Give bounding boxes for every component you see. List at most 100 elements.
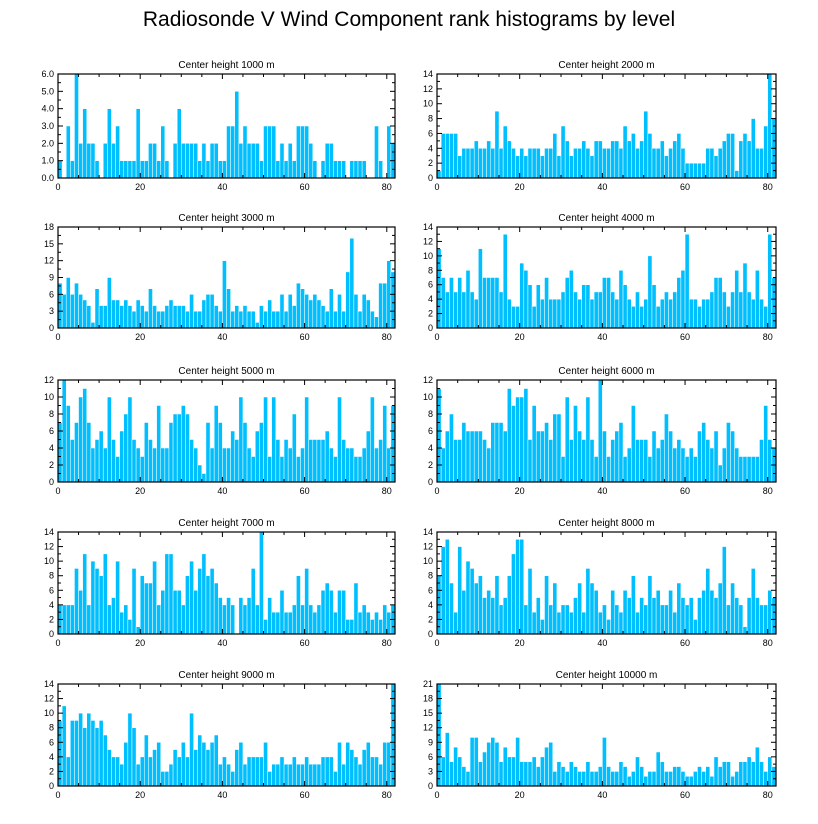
y-tick-label: 12	[44, 256, 54, 266]
histogram-bar	[722, 447, 727, 483]
histogram-bar	[639, 306, 644, 329]
y-tick-label: 10	[44, 556, 54, 566]
histogram-bar	[581, 771, 587, 787]
histogram-bar	[345, 447, 351, 483]
histogram-bar	[255, 143, 260, 179]
histogram-bar	[449, 582, 454, 635]
histogram-bar	[333, 456, 338, 483]
histogram-bar	[246, 756, 252, 787]
histogram-bar	[502, 746, 508, 787]
histogram-bar	[164, 305, 170, 329]
histogram-bar	[267, 597, 272, 635]
x-tick-label: 0	[55, 790, 60, 800]
histogram-bar	[271, 396, 277, 483]
histogram-bar	[218, 597, 223, 635]
x-tick-label: 0	[434, 332, 439, 342]
y-tick-label: 0	[428, 629, 433, 639]
histogram-bar	[70, 720, 75, 787]
histogram-bar	[502, 125, 508, 179]
histogram-bar	[684, 162, 690, 179]
histogram-bar	[589, 439, 595, 483]
histogram-bar	[70, 604, 75, 635]
histogram-bar	[65, 604, 71, 635]
histogram-panel: 0 20 40 60 80 0 3 6 9 12 15 18 21 Center height 10000…	[423, 670, 777, 800]
histogram-bar	[374, 125, 379, 179]
histogram-bar	[230, 771, 235, 787]
histogram-bar	[560, 604, 566, 635]
histogram-bar	[144, 422, 149, 483]
histogram-bar	[767, 439, 773, 483]
histogram-bar	[226, 763, 231, 787]
y-tick-label: 2	[49, 766, 54, 776]
x-tick-label: 80	[763, 332, 773, 342]
histogram-bar	[622, 766, 628, 787]
histogram-bar	[70, 160, 75, 179]
histogram-bar	[111, 299, 116, 329]
histogram-bar	[102, 143, 108, 179]
histogram-panel: 0 20 40 60 80 0.0 1.0 2.0 3.0 4.0 5.0 6.0 Center hei…	[41, 60, 396, 192]
histogram-bar	[275, 310, 281, 329]
histogram-bar	[527, 148, 533, 179]
x-tick-label: 0	[55, 486, 60, 496]
histogram-bar	[107, 396, 112, 483]
histogram-bar	[234, 305, 240, 329]
histogram-bar	[672, 291, 678, 329]
histogram-bar	[296, 575, 301, 635]
histogram-bar	[226, 288, 231, 329]
histogram-bar	[189, 294, 194, 329]
histogram-bar	[531, 405, 537, 483]
x-tick-label: 0	[434, 182, 439, 192]
histogram-bar	[643, 439, 649, 483]
x-tick-label: 80	[382, 790, 392, 800]
histogram-bar	[672, 140, 678, 179]
histogram-bar	[465, 148, 471, 179]
histogram-bar	[259, 305, 264, 329]
histogram-bar	[655, 590, 661, 635]
histogram-bar	[102, 734, 108, 787]
histogram-bar	[618, 611, 624, 635]
histogram-bar	[107, 108, 112, 179]
histogram-bar	[478, 575, 483, 635]
histogram-bar	[230, 125, 235, 179]
histogram-bar	[742, 133, 748, 179]
histogram-bar	[461, 766, 467, 787]
histogram-bar	[684, 604, 690, 635]
histogram-bar	[242, 422, 248, 483]
histogram-bar	[308, 604, 314, 635]
histogram-bar	[730, 430, 735, 483]
histogram-bar	[357, 456, 363, 483]
histogram-bar	[655, 447, 661, 483]
histogram-bar	[540, 619, 545, 635]
histogram-bar	[308, 299, 314, 329]
histogram-bar	[473, 737, 479, 787]
histogram-bar	[156, 405, 161, 483]
histogram-bar	[357, 160, 363, 179]
histogram-bar	[635, 756, 640, 787]
histogram-bar	[246, 143, 252, 179]
histogram-bar	[610, 291, 616, 329]
histogram-bar	[482, 277, 487, 329]
histogram-bar	[185, 143, 190, 179]
histogram-bar	[287, 294, 293, 329]
histogram-bar	[742, 456, 748, 483]
histogram-bar	[70, 294, 75, 329]
histogram-bar	[213, 405, 219, 483]
histogram-bar	[746, 140, 752, 179]
histogram-bar	[726, 306, 731, 329]
panel-title: Center height 3000 m	[178, 213, 274, 224]
panel-title: Center height 1000 m	[178, 60, 274, 71]
histogram-bar	[540, 756, 545, 787]
histogram-bar	[119, 160, 125, 179]
histogram-bar	[386, 742, 392, 787]
histogram-bar	[494, 277, 500, 329]
histogram-bar	[378, 160, 383, 179]
x-tick-label: 40	[597, 790, 607, 800]
histogram-bar	[664, 604, 669, 635]
histogram-bar	[205, 749, 211, 787]
histogram-bar	[230, 310, 235, 329]
histogram-bar	[573, 291, 578, 329]
histogram-bar	[230, 604, 235, 635]
x-tick-label: 20	[515, 486, 525, 496]
histogram-bar	[148, 756, 153, 787]
histogram-bar	[440, 133, 446, 179]
